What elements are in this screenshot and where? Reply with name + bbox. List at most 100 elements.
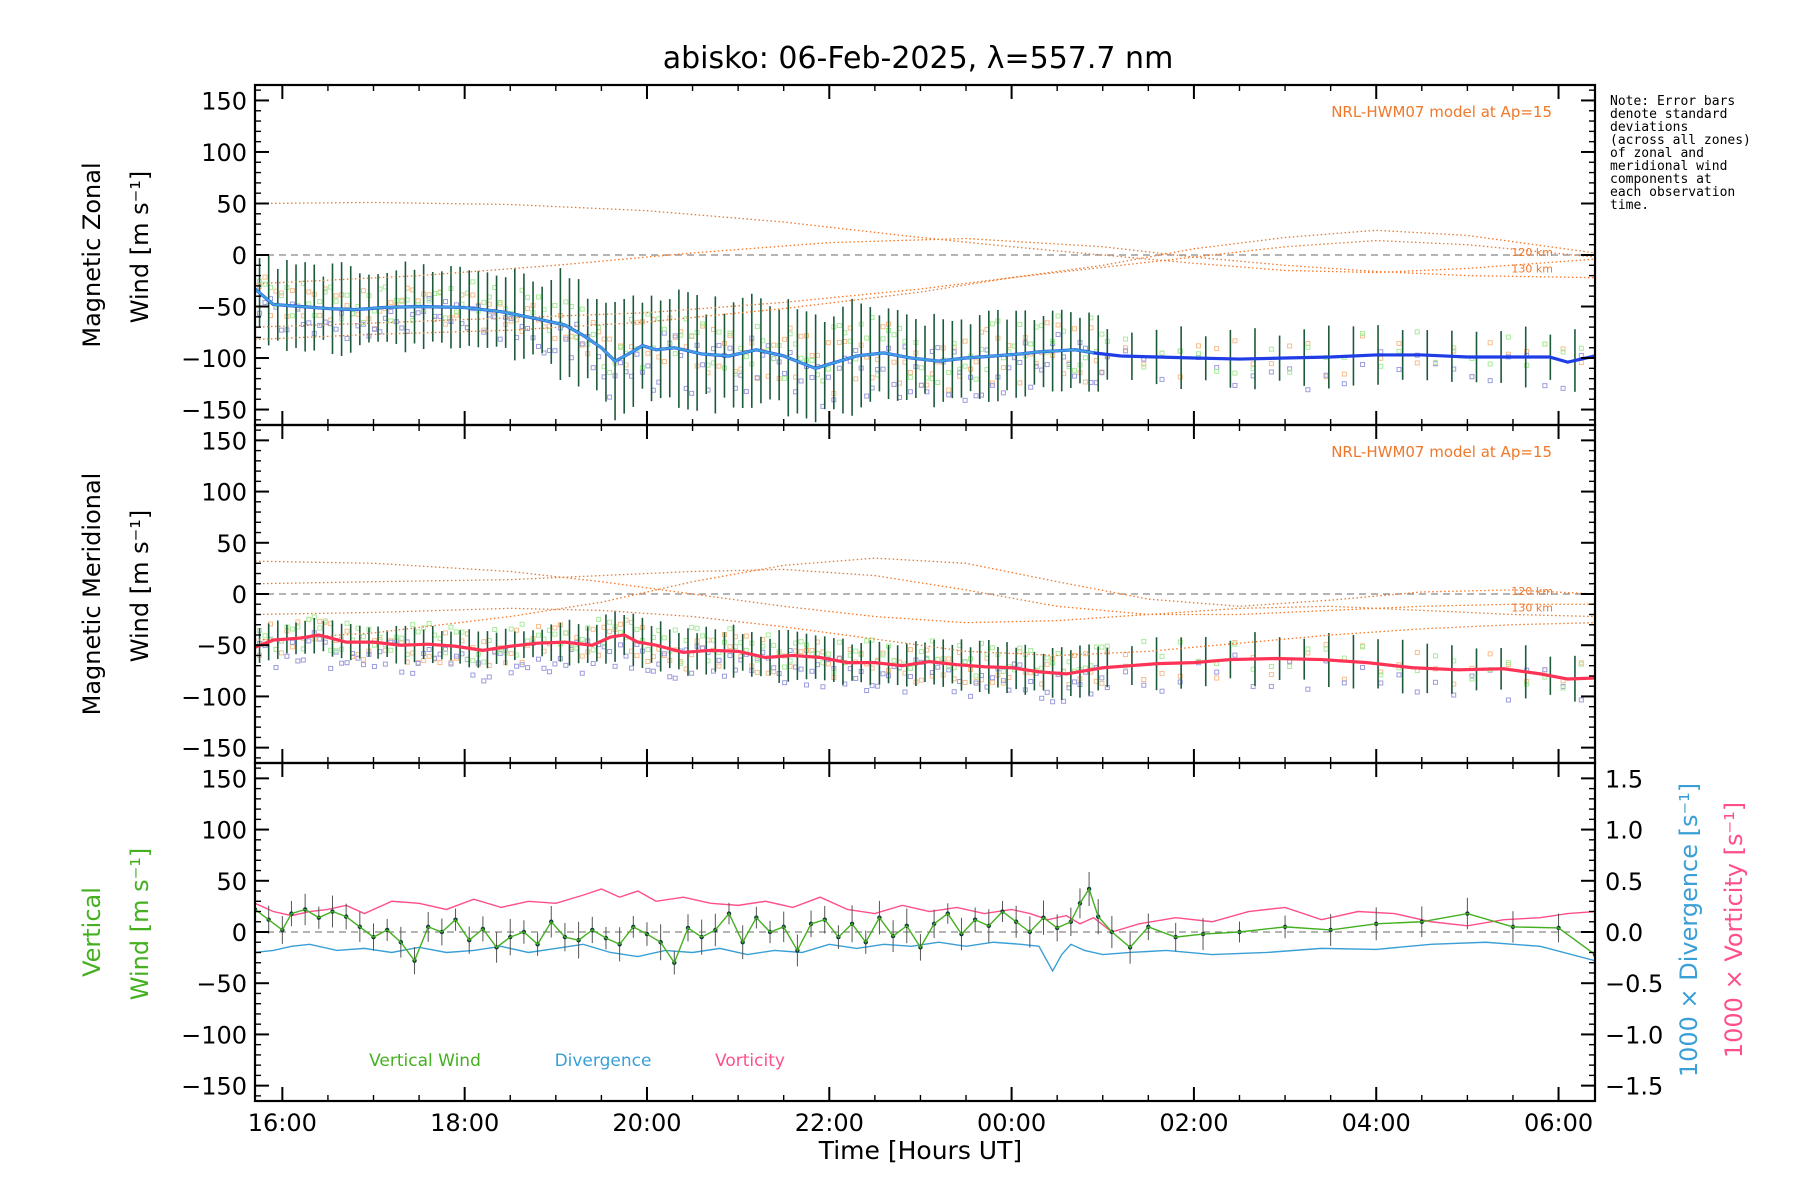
y-tick-label: −100 (181, 345, 247, 373)
zone-marker (1396, 366, 1402, 372)
zone-marker (388, 638, 394, 644)
x-tick-label: 06:00 (1524, 1109, 1593, 1137)
model-curve-label: 120 km (1511, 585, 1553, 598)
zone-marker (1232, 652, 1238, 658)
zone-marker (1524, 681, 1530, 687)
zone-marker (973, 673, 979, 679)
zone-marker (596, 616, 602, 622)
zone-marker (1341, 371, 1347, 377)
zone-marker (535, 294, 541, 300)
zone-marker (1542, 383, 1548, 389)
zone-marker (579, 670, 585, 676)
zone-marker (989, 675, 995, 681)
zone-marker (661, 326, 667, 332)
zone-marker (317, 625, 323, 631)
zone-marker (1028, 384, 1034, 390)
zone-marker (716, 329, 722, 335)
zone-marker (645, 647, 651, 653)
zone-marker (1099, 331, 1105, 337)
zone-marker (918, 365, 924, 371)
y-tick-label: 50 (216, 530, 247, 558)
zone-marker (836, 639, 842, 645)
zone-marker (727, 626, 733, 632)
zone-marker (672, 675, 678, 681)
zone-marker (525, 638, 531, 644)
zone-marker (317, 312, 323, 318)
right-tick-label: −0.5 (1605, 970, 1663, 998)
zone-marker (1469, 374, 1475, 380)
y-tick-label: 0 (232, 581, 247, 609)
zone-marker (1123, 652, 1129, 658)
zone-marker (672, 333, 678, 339)
zone-marker (1287, 366, 1293, 372)
zone-marker (382, 661, 388, 667)
zone-marker (869, 637, 875, 643)
zone-marker (1542, 667, 1548, 673)
zone-marker (1305, 344, 1311, 350)
y-tick-label: −50 (196, 970, 247, 998)
zone-marker (1487, 340, 1493, 346)
zone-marker (880, 336, 886, 342)
zone-marker (1232, 370, 1238, 376)
zone-marker (727, 345, 733, 351)
zone-marker (1378, 672, 1384, 678)
zone-marker (951, 689, 957, 695)
right-tick-label: −1.0 (1605, 1021, 1663, 1049)
zone-marker (590, 626, 596, 632)
zone-marker (771, 642, 777, 648)
zone-marker (278, 327, 284, 333)
zone-marker (399, 298, 405, 304)
zone-marker (727, 644, 733, 650)
zone-marker (645, 667, 651, 673)
zone-marker (278, 290, 284, 296)
x-tick-label: 16:00 (248, 1109, 317, 1137)
zone-marker (344, 292, 350, 298)
zone-marker (803, 682, 809, 688)
zone-marker (289, 288, 295, 294)
zone-marker (590, 660, 596, 666)
zone-marker (306, 320, 312, 326)
x-tick-label: 20:00 (612, 1109, 681, 1137)
zone-marker (1268, 361, 1274, 367)
zone-marker (508, 650, 514, 656)
model-curve (255, 568, 1595, 616)
zone-marker (721, 673, 727, 679)
zone-marker (1414, 329, 1420, 335)
panel-vertical: Vertical Wind Divergence Vorticity −1.5 −1.0… (78, 761, 1748, 1165)
zone-marker (907, 370, 913, 376)
zone-marker (891, 332, 897, 338)
x-axis-label: Time [Hours UT] (818, 1136, 1022, 1165)
zone-marker (289, 639, 295, 645)
zone-marker (552, 631, 558, 637)
zone-marker (535, 623, 541, 629)
zone-marker (946, 392, 952, 398)
y-tick-label: 150 (201, 427, 247, 455)
model-curve (255, 557, 1595, 641)
zone-marker (1061, 698, 1067, 704)
zone-marker (727, 653, 733, 659)
zone-marker (962, 397, 968, 403)
zone-marker (278, 650, 284, 656)
zone-marker (650, 668, 656, 674)
zone-marker (809, 352, 815, 358)
zone-marker (306, 289, 312, 295)
zone-marker (497, 300, 503, 306)
zone-marker (798, 649, 804, 655)
zone-marker (284, 653, 290, 659)
zone-marker (1578, 360, 1584, 366)
zone-marker (743, 388, 749, 394)
zone-marker (962, 338, 968, 344)
zone-marker (1305, 686, 1311, 692)
zone-marker (360, 288, 366, 294)
model-curve-label: 130 km (1511, 262, 1553, 275)
zone-marker (853, 347, 859, 353)
zone-marker (1268, 683, 1274, 689)
zone-marker (1378, 363, 1384, 369)
zone-marker (716, 342, 722, 348)
zone-marker (661, 330, 667, 336)
zone-marker (426, 647, 432, 653)
y-tick-label: −50 (196, 632, 247, 660)
zone-marker (1000, 365, 1006, 371)
meridional-wind-line (255, 633, 1595, 681)
